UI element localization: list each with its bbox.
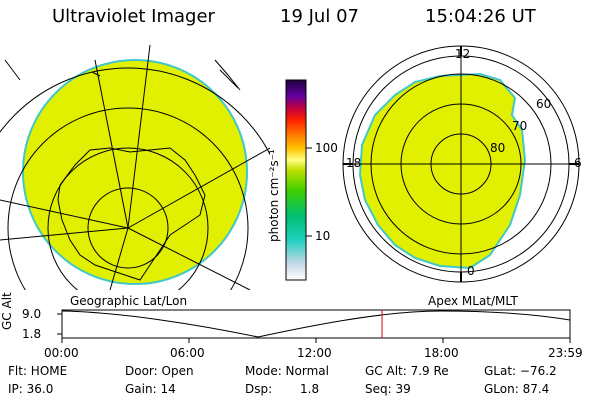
date-label: 19 Jul 07 [280,6,359,27]
glat-info: GLat: −76.2 [484,364,557,378]
colorbar-tick-100: 100 [315,141,338,155]
time-label: 15:04:26 UT [425,6,536,27]
antarctica-outline [57,147,206,281]
geographic-map [0,45,270,290]
timeline-axis-ticks [57,313,571,343]
dsp-label: Dsp: [245,382,273,396]
timeline-tick-1200: 12:00 [297,346,332,360]
instrument-title: Ultraviolet Imager [52,6,215,27]
mode-info: Mode: Normal [245,364,329,378]
colorbar-ticks [306,147,312,237]
timeline-y-max: 9.0 [22,307,42,321]
filter-info: Flt: HOME [8,364,68,378]
timeline-frame [61,309,571,339]
timeline-tick-0600: 06:00 [170,346,205,360]
coastline-fragment [214,59,241,91]
polar-label-top: 12 [455,47,471,61]
latlon-grid [0,45,270,290]
timeline-plot [57,309,571,343]
geographic-caption: Geographic Lat/Lon [70,294,188,308]
gain-info: Gain: 14 [125,382,176,396]
door-info: Door: Open [125,364,194,378]
gc-alt-info: GC Alt: 7.9 Re [365,364,449,378]
altitude-curve [61,310,571,338]
polar-label-bottom: 0 [467,264,475,278]
polar-label-left: 18 [346,156,362,170]
polar-ring-80: 80 [490,141,506,155]
polar-label-right: 6 [574,156,582,170]
polar-plot [342,45,580,283]
polar-ring-60: 60 [536,97,552,111]
colorbar-unit-label: photon cm⁻²s⁻¹ [267,149,281,242]
dsp-value: 1.8 [300,382,320,396]
timeline-tick-0000: 00:00 [44,346,79,360]
timeline-tick-1800: 18:00 [424,346,459,360]
timeline-y-label: GC Alt [0,292,14,330]
timeline-y-min: 1.8 [22,327,42,341]
ip-info: IP: 36.0 [8,382,54,396]
seq-info: Seq: 39 [365,382,411,396]
colorbar-tick-10: 10 [315,229,331,243]
polar-ticks [343,46,579,282]
magnetic-caption: Apex MLat/MLT [428,294,518,308]
timeline-tick-2359: 23:59 [548,346,583,360]
glon-info: GLon: 87.4 [484,382,550,396]
polar-ring-70: 70 [512,119,528,133]
colorbar [285,79,307,281]
